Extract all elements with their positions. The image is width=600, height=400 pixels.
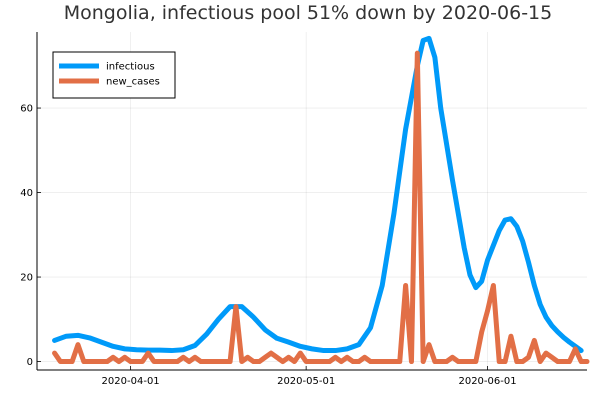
y-tick-label: 0 <box>27 357 33 368</box>
x-tick-label: 2020-06-01 <box>458 376 516 387</box>
x-tick-label: 2020-05-01 <box>277 376 335 387</box>
legend: infectious new_cases <box>52 51 176 99</box>
chart-title: Mongolia, infectious pool 51% down by 20… <box>64 2 552 24</box>
axes: 0 20 40 60 2020-04-01 2020-05-01 2020-06-01 <box>20 32 587 387</box>
series-layer <box>52 35 590 365</box>
y-tick-label: 60 <box>20 104 33 115</box>
legend-label-new_cases: new_cases <box>106 77 160 88</box>
y-tick-label: 40 <box>20 188 33 199</box>
y-tick-label: 20 <box>20 273 33 284</box>
x-tick-label: 2020-04-01 <box>102 376 160 387</box>
series-line-new_cases <box>52 50 590 365</box>
legend-label-infectious: infectious <box>106 62 155 73</box>
legend-box <box>52 51 176 99</box>
series-line-infectious <box>52 35 584 354</box>
